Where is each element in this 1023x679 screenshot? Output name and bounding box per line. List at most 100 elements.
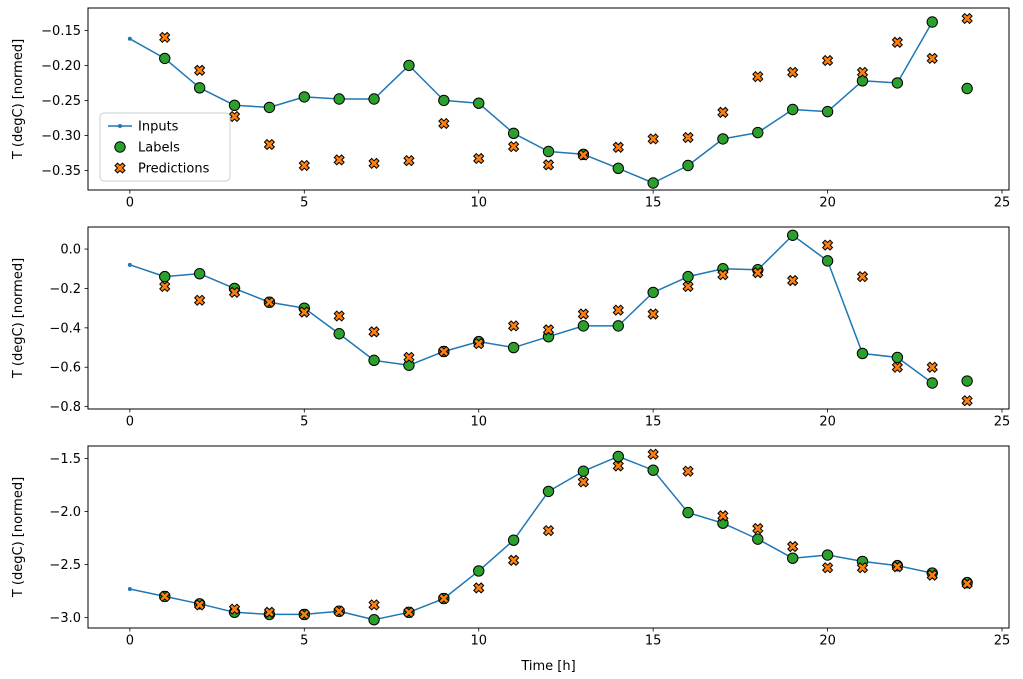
labels-circle-marker <box>333 93 345 105</box>
predictions-x-marker <box>787 66 799 79</box>
predictions-x-marker <box>228 110 241 123</box>
y-axis-label: T (degC) [normed] <box>11 258 26 379</box>
predictions-x-marker <box>473 582 485 594</box>
predictions-x-marker <box>193 294 206 306</box>
y-tick-label: −0.15 <box>41 24 81 39</box>
predictions-x-marker <box>682 465 694 477</box>
x-tick-label: 0 <box>126 415 134 430</box>
x-tick-label: 15 <box>645 196 662 211</box>
predictions-x-marker <box>507 554 520 566</box>
labels-circle-marker <box>891 77 904 89</box>
labels-circle-marker <box>577 465 590 477</box>
predictions-x-marker <box>926 361 938 373</box>
predictions-x-marker <box>333 310 345 322</box>
y-tick-label: −2.0 <box>49 505 81 520</box>
labels-circle-marker <box>612 162 624 175</box>
inputs-dot-marker <box>127 36 132 41</box>
predictions-x-marker <box>193 599 206 611</box>
y-tick-label: −1.5 <box>49 452 81 467</box>
labels-circle-marker <box>612 320 624 332</box>
predictions-x-marker <box>263 296 276 308</box>
series-labels <box>159 16 973 189</box>
labels-circle-marker <box>507 341 520 354</box>
x-tick-label: 25 <box>994 415 1011 430</box>
labels-circle-marker <box>438 94 450 107</box>
y-tick-label: −0.35 <box>41 164 81 179</box>
subplot-1: 0 5 10 15 20 25 −0.15 −0.20 −0.25 −0.30 −0.35 T (de… <box>11 7 1010 211</box>
inputs-dot-marker <box>127 262 132 267</box>
y-tick-label: −0.30 <box>41 129 81 144</box>
labels-circle-marker <box>787 103 799 116</box>
legend-item-inputs: Inputs <box>108 120 179 135</box>
predictions-x-marker <box>717 510 729 522</box>
predictions-x-marker <box>159 590 171 603</box>
predictions-x-marker <box>647 133 659 145</box>
y-tick-label: −2.5 <box>49 558 81 573</box>
legend-x-swatch <box>114 162 126 174</box>
legend-circle-swatch <box>114 141 126 153</box>
labels-circle-marker <box>856 75 869 87</box>
predictions-x-marker <box>647 308 659 320</box>
inputs-line <box>129 455 933 621</box>
labels-circle-marker <box>612 450 624 463</box>
inputs-line <box>129 21 933 184</box>
labels-circle-marker <box>507 534 520 546</box>
inputs-line <box>129 234 933 384</box>
predictions-x-marker <box>891 561 904 573</box>
x-tick-label: 15 <box>645 634 662 649</box>
labels-circle-marker <box>821 105 834 118</box>
predictions-x-marker <box>368 157 380 170</box>
legend-item-labels: Labels <box>114 141 180 156</box>
predictions-x-marker <box>159 280 171 293</box>
subplot-2: 0 5 10 15 20 25 0.0 −0.2 −0.4 −0.6 −0.8 T (degC) [n… <box>11 226 1011 430</box>
labels-circle-marker <box>577 320 590 332</box>
predictions-x-marker <box>891 361 904 373</box>
predictions-x-marker <box>682 131 694 144</box>
x-tick-label: 0 <box>126 196 134 211</box>
labels-circle-marker <box>263 101 276 114</box>
labels-circle-marker <box>368 354 380 367</box>
labels-circle-marker <box>403 59 415 72</box>
predictions-x-marker <box>159 31 171 44</box>
legend-label: Labels <box>138 141 180 156</box>
predictions-x-marker <box>717 106 729 118</box>
y-tick-label: 0.0 <box>60 243 81 258</box>
predictions-x-marker <box>821 562 834 574</box>
labels-circle-marker <box>647 464 659 476</box>
labels-circle-marker <box>333 328 345 340</box>
predictions-x-marker <box>403 154 415 167</box>
legend-label: Predictions <box>138 162 210 177</box>
x-tick-label: 20 <box>819 196 836 211</box>
predictions-x-marker <box>787 540 799 553</box>
labels-circle-marker <box>159 270 171 283</box>
predictions-x-marker <box>228 286 241 299</box>
x-tick-label: 0 <box>126 634 134 649</box>
predictions-x-marker <box>228 603 241 615</box>
labels-circle-marker <box>821 549 834 561</box>
labels-circle-marker <box>193 267 206 280</box>
predictions-x-marker <box>368 599 380 611</box>
predictions-x-marker <box>298 306 310 318</box>
subplot-3: 0 5 10 15 20 25 −1.5 −2.0 −2.5 −3.0 T (degC) [norm… <box>11 445 1010 649</box>
predictions-x-marker <box>891 36 904 48</box>
x-axis-label: Time [h] <box>520 659 575 674</box>
predictions-x-marker <box>717 269 729 281</box>
labels-circle-marker <box>368 93 380 105</box>
labels-circle-marker <box>752 533 764 545</box>
predictions-x-marker <box>438 345 450 358</box>
predictions-x-marker <box>507 320 520 332</box>
predictions-x-marker <box>298 159 310 172</box>
predictions-x-marker <box>856 270 869 283</box>
x-tick-label: 20 <box>819 634 836 649</box>
y-tick-label: −0.4 <box>49 321 81 336</box>
predictions-x-marker <box>961 395 973 407</box>
labels-circle-marker <box>682 159 694 172</box>
predictions-x-marker <box>612 460 624 472</box>
y-axis-label: T (degC) [normed] <box>11 39 26 160</box>
predictions-x-marker <box>542 159 555 171</box>
predictions-x-marker <box>577 149 590 161</box>
predictions-x-marker <box>263 138 276 151</box>
x-tick-label: 10 <box>470 634 487 649</box>
labels-circle-marker <box>193 82 206 94</box>
